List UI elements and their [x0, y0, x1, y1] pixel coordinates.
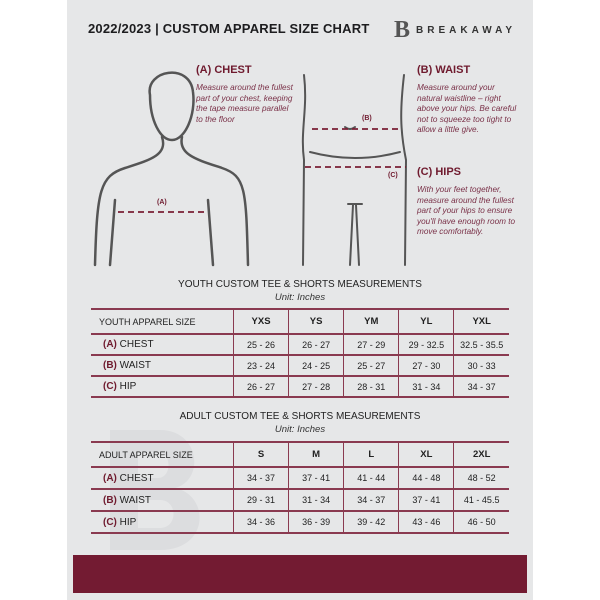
- cell: 28 - 31: [343, 375, 400, 398]
- cell: 31 - 34: [288, 488, 345, 512]
- adult-table-title: ADULT CUSTOM TEE & SHORTS MEASUREMENTS: [179, 411, 421, 422]
- cell: 46 - 50: [453, 510, 509, 534]
- upper-body-figure: [93, 71, 250, 267]
- header-cell: ADULT APPAREL SIZE: [91, 441, 234, 468]
- header-cell: YOUTH APPAREL SIZE: [91, 308, 234, 335]
- header-cell: M: [288, 441, 345, 468]
- youth-table-unit: Unit: Inches: [274, 292, 326, 303]
- youth-size-table: YOUTH APPAREL SIZE YXS YS YM YL YXL (A) …: [91, 308, 509, 398]
- cell: 37 - 41: [398, 488, 455, 512]
- waist-description: Measure around your natural waistline – …: [417, 83, 517, 134]
- hip-marker: (C): [388, 172, 398, 179]
- header-cell: XL: [398, 441, 455, 468]
- table-row: (A) CHEST 34 - 37 37 - 41 41 - 44 44 - 48 48…: [91, 466, 509, 490]
- header-cell: YM: [343, 308, 400, 335]
- header-cell: S: [232, 441, 290, 468]
- cell: 31 - 34: [398, 375, 455, 398]
- lower-body-figure: [301, 74, 408, 266]
- brand-name: BREAKAWAY: [416, 24, 517, 36]
- cell: 34 - 37: [232, 466, 290, 490]
- table-row: (B) WAIST 23 - 24 24 - 25 25 - 27 27 - 30 30…: [91, 354, 509, 377]
- cell: 25 - 26: [232, 333, 290, 356]
- header-cell: YL: [398, 308, 455, 335]
- cell: 34 - 36: [232, 510, 290, 534]
- cell: 26 - 27: [288, 333, 345, 356]
- cell: 34 - 37: [343, 488, 400, 512]
- page-title: 2022/2023 | CUSTOM APPAREL SIZE CHART: [88, 21, 370, 36]
- measure-lines: [118, 128, 406, 213]
- cell: 48 - 52: [453, 466, 509, 490]
- cell: 36 - 39: [288, 510, 345, 534]
- cell: 25 - 27: [343, 354, 400, 377]
- cell: 29 - 32.5: [398, 333, 455, 356]
- cell: 39 - 42: [343, 510, 400, 534]
- row-label: (B) WAIST: [91, 488, 234, 512]
- waist-heading: (B) WAIST: [417, 64, 471, 76]
- waist-marker: (B): [362, 115, 372, 122]
- row-label: (C) HIP: [91, 375, 234, 398]
- cell: 41 - 45.5: [453, 488, 509, 512]
- header-cell: L: [343, 441, 400, 468]
- cell: 44 - 48: [398, 466, 455, 490]
- table-header-row: ADULT APPAREL SIZE S M L XL 2XL: [91, 441, 509, 468]
- header-cell: YS: [288, 308, 345, 335]
- cell: 43 - 46: [398, 510, 455, 534]
- header-cell: YXS: [232, 308, 290, 335]
- adult-table-unit: Unit: Inches: [274, 424, 326, 435]
- cell: 23 - 24: [232, 354, 290, 377]
- cell: 26 - 27: [232, 375, 290, 398]
- brand-mark-icon: B: [394, 17, 411, 43]
- cell: 24 - 25: [288, 354, 345, 377]
- table-row: (C) HIP 34 - 36 36 - 39 39 - 42 43 - 46 46 -…: [91, 510, 509, 534]
- row-label: (B) WAIST: [91, 354, 234, 377]
- cell: 34 - 37: [453, 375, 509, 398]
- adult-size-table: ADULT APPAREL SIZE S M L XL 2XL (A) CHES…: [91, 441, 509, 534]
- cell: 41 - 44: [343, 466, 400, 490]
- header-cell: 2XL: [453, 441, 509, 468]
- cell: 37 - 41: [288, 466, 345, 490]
- cell: 27 - 29: [343, 333, 400, 356]
- hips-heading: (C) HIPS: [417, 166, 461, 178]
- table-row: (B) WAIST 29 - 31 31 - 34 34 - 37 37 - 41 41…: [91, 488, 509, 512]
- table-header-row: YOUTH APPAREL SIZE YXS YS YM YL YXL: [91, 308, 509, 335]
- brand-logo: B BREAKAWAY: [394, 18, 516, 42]
- row-label: (A) CHEST: [91, 333, 234, 356]
- chest-heading: (A) CHEST: [196, 64, 252, 76]
- table-row: (A) CHEST 25 - 26 26 - 27 27 - 29 29 - 32.5…: [91, 333, 509, 356]
- table-row: (C) HIP 26 - 27 27 - 28 28 - 31 31 - 34 34 -…: [91, 375, 509, 398]
- cell: 30 - 33: [453, 354, 509, 377]
- chest-description: Measure around the fullest part of your …: [196, 83, 293, 124]
- cell: 32.5 - 35.5: [453, 333, 509, 356]
- cell: 27 - 30: [398, 354, 455, 377]
- chest-marker: (A): [157, 199, 167, 206]
- header-cell: YXL: [453, 308, 509, 335]
- row-label: (C) HIP: [91, 510, 234, 534]
- youth-table-title: YOUTH CUSTOM TEE & SHORTS MEASUREMENTS: [178, 279, 422, 290]
- hips-description: With your feet together, measure around …: [417, 185, 516, 236]
- footer-band: [73, 555, 527, 593]
- cell: 29 - 31: [232, 488, 290, 512]
- cell: 27 - 28: [288, 375, 345, 398]
- row-label: (A) CHEST: [91, 466, 234, 490]
